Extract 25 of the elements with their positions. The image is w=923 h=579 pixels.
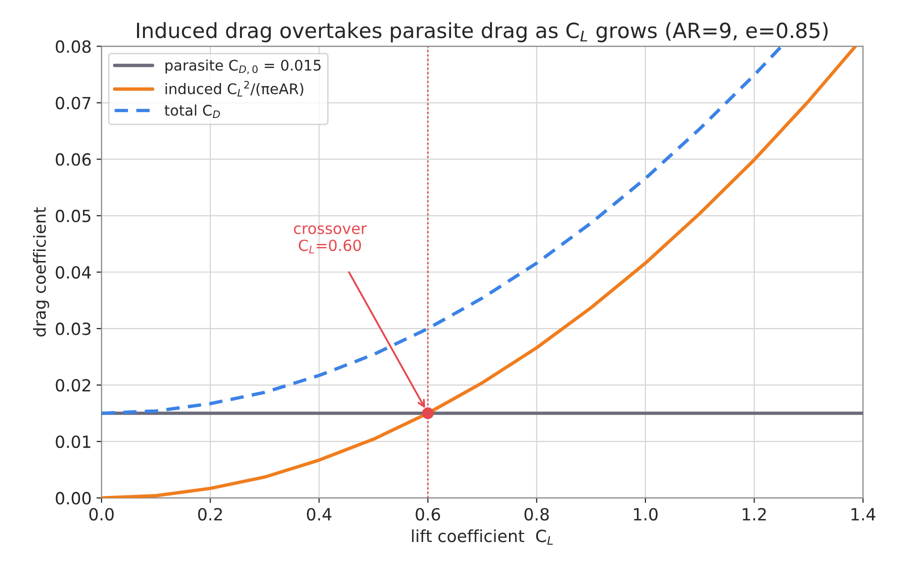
x-tick-label: 1.2	[742, 508, 766, 520]
chart-title: Induced drag overtakes parasite drag as C$_{L}$ grows (AR=9, e=0.85)	[137, 22, 828, 42]
y-tick-label: 0.04	[56, 266, 91, 279]
line-series	[102, 46, 784, 415]
y-tick-label: 0.03	[56, 322, 90, 336]
annotation: crossover C$_{L}$=0.60	[294, 225, 367, 254]
x-tick-label: 0.8	[524, 508, 549, 521]
x-tick-label: 0.0	[89, 508, 114, 521]
x-tick-label: 0.2	[198, 508, 222, 521]
legend-label: total C$_{D}$	[164, 104, 220, 118]
x-tick-label: 1.0	[634, 508, 658, 521]
x-tick-label: 0.4	[306, 508, 332, 521]
y-tick-label: 0.01	[56, 435, 90, 448]
legend-label: parasite C$_{D,0}$ = 0.015	[166, 59, 321, 74]
y-tick-label: 0.08	[56, 40, 91, 53]
y-axis-title: drag coefficient	[33, 207, 50, 337]
y-tick-label: 0.06	[56, 153, 91, 166]
x-axis-title: lift coefficient C$_{L}$	[412, 529, 553, 545]
x-tick-label: 1.4	[852, 508, 876, 520]
y-tick-label: 0.00	[56, 492, 91, 505]
y-tick-label: 0.05	[56, 210, 90, 222]
x-tick-label: 0.6	[416, 508, 440, 521]
y-tick-label: 0.02	[56, 378, 90, 392]
y-tick-label: 0.07	[56, 96, 90, 110]
legend-label: induced C$_{L}$$^{2}$/(πeAR)	[166, 80, 304, 96]
